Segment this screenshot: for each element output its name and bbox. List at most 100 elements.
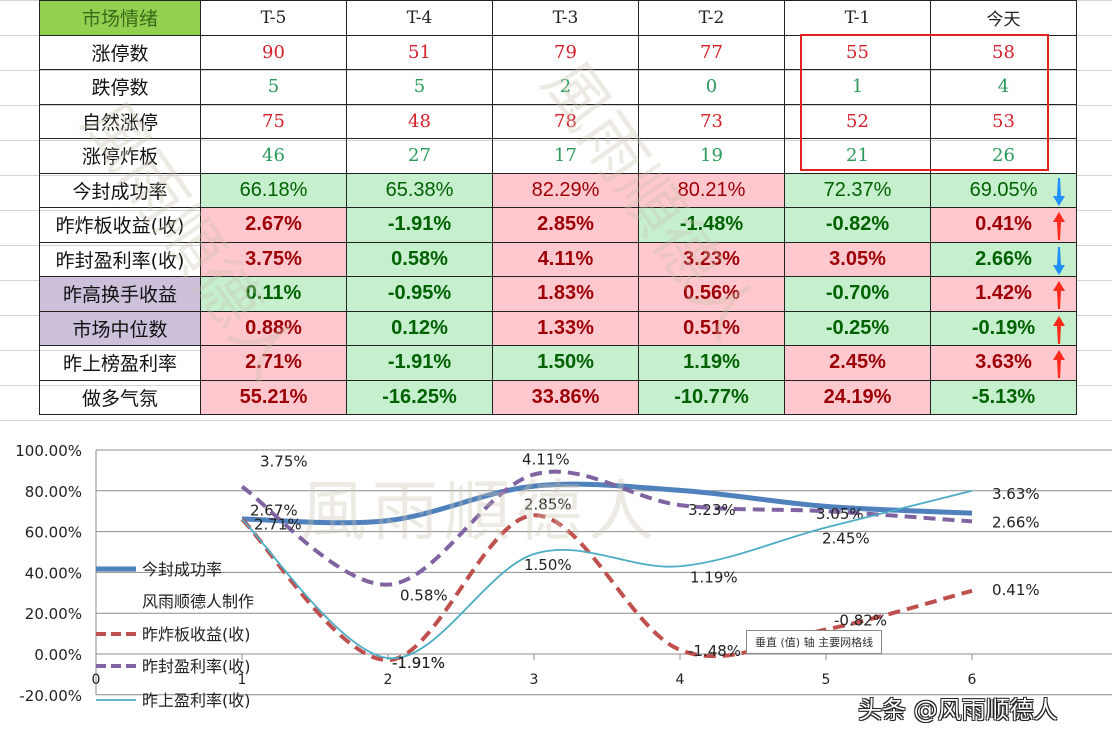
- row-label[interactable]: 涨停炸板: [39, 138, 201, 174]
- cell-value: 0.58%: [391, 247, 448, 270]
- percent-cell[interactable]: 0.11%: [200, 276, 347, 312]
- percent-cell[interactable]: 0.41%: [930, 207, 1077, 243]
- row-label[interactable]: 昨封盈利率(收): [39, 241, 201, 277]
- count-cell[interactable]: 52: [784, 103, 931, 139]
- percent-cell[interactable]: 0.58%: [346, 241, 493, 277]
- percent-cell[interactable]: 3.75%: [200, 241, 347, 277]
- cell-value: 0.41%: [975, 213, 1032, 236]
- legend-label[interactable]: 昨封盈利率(收): [142, 657, 251, 676]
- percent-cell[interactable]: -5.13%: [930, 379, 1077, 415]
- row-label[interactable]: 做多气氛: [39, 379, 201, 415]
- count-cell[interactable]: 51: [346, 34, 493, 70]
- red-up-arrow-icon: [1052, 315, 1066, 344]
- count-cell[interactable]: 48: [346, 103, 493, 139]
- y-tick-label: 100.00%: [15, 442, 82, 460]
- row-label[interactable]: 昨上榜盈利率: [39, 345, 201, 381]
- series-line[interactable]: [241, 489, 973, 659]
- count-cell[interactable]: 55: [784, 34, 931, 70]
- legend-label[interactable]: 昨上盈利率(收): [142, 691, 251, 710]
- count-cell[interactable]: 27: [346, 138, 493, 174]
- percent-cell[interactable]: 0.56%: [638, 276, 785, 312]
- percent-cell[interactable]: -0.25%: [784, 310, 931, 346]
- count-cell[interactable]: 75: [200, 103, 347, 139]
- percent-cell[interactable]: 2.85%: [492, 207, 639, 243]
- count-cell[interactable]: 90: [200, 34, 347, 70]
- percent-cell[interactable]: 69.05%: [930, 172, 1077, 208]
- legend-label[interactable]: 今封成功率: [142, 560, 222, 579]
- count-cell[interactable]: 26: [930, 138, 1077, 174]
- percent-cell[interactable]: -10.77%: [638, 379, 785, 415]
- percent-cell[interactable]: -16.25%: [346, 379, 493, 415]
- percent-cell[interactable]: -1.48%: [638, 207, 785, 243]
- percent-cell[interactable]: 2.45%: [784, 345, 931, 381]
- row-label[interactable]: 自然涨停: [39, 103, 201, 139]
- row-label[interactable]: 跌停数: [39, 69, 201, 105]
- percent-cell[interactable]: 3.23%: [638, 241, 785, 277]
- percent-cell[interactable]: 82.29%: [492, 172, 639, 208]
- count-cell[interactable]: 58: [930, 34, 1077, 70]
- percent-cell[interactable]: -0.19%: [930, 310, 1077, 346]
- percent-cell[interactable]: 65.38%: [346, 172, 493, 208]
- percent-cell[interactable]: -0.70%: [784, 276, 931, 312]
- cell-value: -1.91%: [387, 351, 452, 374]
- row-label[interactable]: 昨高换手收益: [39, 276, 201, 312]
- percent-cell[interactable]: 80.21%: [638, 172, 785, 208]
- header-col-t4[interactable]: T-4: [346, 0, 493, 36]
- percent-cell[interactable]: 0.51%: [638, 310, 785, 346]
- header-col-today[interactable]: 今天: [930, 0, 1077, 36]
- percent-cell[interactable]: 24.19%: [784, 379, 931, 415]
- percent-cell[interactable]: 72.37%: [784, 172, 931, 208]
- percent-cell[interactable]: 1.42%: [930, 276, 1077, 312]
- red-up-arrow-icon: [1052, 212, 1066, 240]
- percent-cell[interactable]: 1.83%: [492, 276, 639, 312]
- row-label[interactable]: 昨炸板收益(收): [39, 207, 201, 243]
- count-cell[interactable]: 2: [492, 69, 639, 105]
- count-cell[interactable]: 1: [784, 69, 931, 105]
- percent-row: 做多气氛 55.21% -16.25% 33.86% -10.77% 24.19% -5.1…: [39, 379, 1077, 415]
- row-label[interactable]: 今封成功率: [39, 172, 201, 208]
- count-cell[interactable]: 46: [200, 138, 347, 174]
- count-cell[interactable]: 73: [638, 103, 785, 139]
- cell-value: 55.21%: [239, 385, 308, 408]
- percent-cell[interactable]: 33.86%: [492, 379, 639, 415]
- header-col-t5[interactable]: T-5: [200, 0, 347, 36]
- series-line[interactable]: [240, 513, 973, 663]
- count-cell[interactable]: 17: [492, 138, 639, 174]
- percent-cell[interactable]: 1.19%: [638, 345, 785, 381]
- header-col-t1[interactable]: T-1: [784, 0, 931, 36]
- percent-cell[interactable]: -1.91%: [346, 345, 493, 381]
- row-label[interactable]: 涨停数: [39, 34, 201, 70]
- header-col-t3[interactable]: T-3: [492, 0, 639, 36]
- percent-cell[interactable]: 1.33%: [492, 310, 639, 346]
- legend-label[interactable]: 昨炸板收益(收): [142, 625, 251, 644]
- count-cell[interactable]: 5: [346, 69, 493, 105]
- y-tick-label: 80.00%: [25, 483, 82, 501]
- line-chart[interactable]: 100.00% 80.00% 60.00% 40.00% 20.00% 0.00% -20.…: [0, 428, 1112, 740]
- percent-cell[interactable]: 2.71%: [200, 345, 347, 381]
- count-cell[interactable]: 78: [492, 103, 639, 139]
- percent-cell[interactable]: 2.67%: [200, 207, 347, 243]
- cell-value: 1.42%: [975, 282, 1032, 305]
- percent-cell[interactable]: 0.88%: [200, 310, 347, 346]
- percent-cell[interactable]: 4.11%: [492, 241, 639, 277]
- percent-cell[interactable]: 55.21%: [200, 379, 347, 415]
- series-line[interactable]: [241, 481, 973, 526]
- count-cell[interactable]: 79: [492, 34, 639, 70]
- count-cell[interactable]: 0: [638, 69, 785, 105]
- percent-cell[interactable]: 3.05%: [784, 241, 931, 277]
- percent-cell[interactable]: 1.50%: [492, 345, 639, 381]
- percent-cell[interactable]: -1.91%: [346, 207, 493, 243]
- count-cell[interactable]: 5: [200, 69, 347, 105]
- percent-cell[interactable]: 2.66%: [930, 241, 1077, 277]
- count-cell[interactable]: 77: [638, 34, 785, 70]
- percent-cell[interactable]: -0.82%: [784, 207, 931, 243]
- percent-cell[interactable]: 0.12%: [346, 310, 493, 346]
- header-col-t2[interactable]: T-2: [638, 0, 785, 36]
- series-line[interactable]: [240, 469, 973, 587]
- percent-cell[interactable]: 66.18%: [200, 172, 347, 208]
- percent-cell[interactable]: -0.95%: [346, 276, 493, 312]
- header-label-cell[interactable]: 市场情绪: [39, 0, 201, 36]
- count-cell[interactable]: 19: [638, 138, 785, 174]
- row-label[interactable]: 市场中位数: [39, 310, 201, 346]
- percent-cell[interactable]: 3.63%: [930, 345, 1077, 381]
